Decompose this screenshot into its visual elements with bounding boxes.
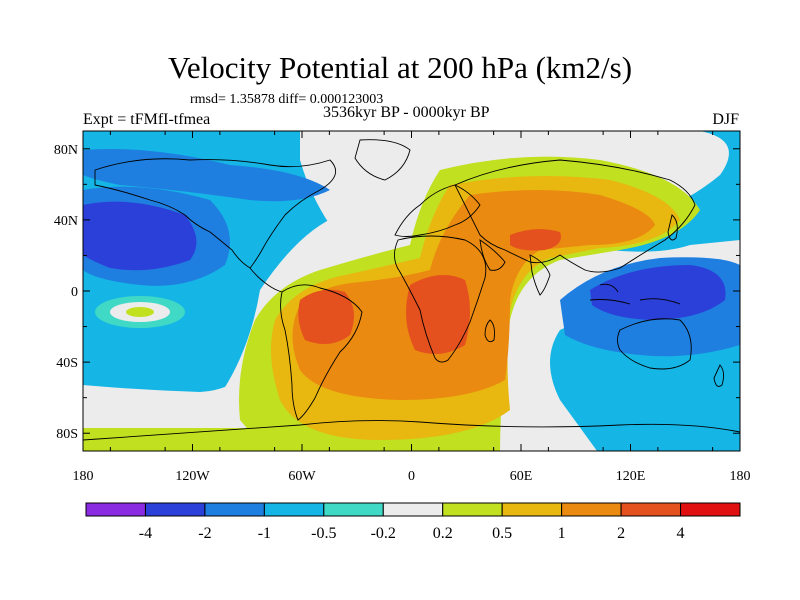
colorbar-swatch bbox=[144, 502, 206, 517]
coastline-antarctica bbox=[83, 420, 740, 441]
colorbar-swatch bbox=[620, 502, 682, 517]
field-near-zero-southwest bbox=[83, 365, 270, 430]
coastline-africa bbox=[394, 235, 487, 363]
coastline-australia bbox=[617, 318, 692, 370]
colorbar-label: 0.5 bbox=[492, 525, 512, 542]
x-tick-label: 60W bbox=[288, 469, 316, 484]
colorbar: -4 -2 -1 -0.5 -0.2 0.2 0.5 1 2 4 bbox=[85, 502, 741, 542]
coastline-north-america bbox=[94, 158, 337, 269]
field-deep-negative-pacific-core bbox=[83, 201, 197, 271]
colorbar-label: -0.5 bbox=[311, 525, 336, 542]
plot-title: Velocity Potential at 200 hPa (km2/s) bbox=[167, 50, 633, 85]
coastline-new-zealand bbox=[713, 364, 725, 387]
colorbar-swatch bbox=[263, 502, 325, 517]
y-tick-label: 0 bbox=[71, 285, 78, 300]
colorbar-swatch bbox=[501, 502, 563, 517]
colorbar-swatch bbox=[561, 502, 622, 517]
colorbar-swatch bbox=[382, 502, 444, 517]
colorbar-label: -1 bbox=[258, 525, 271, 542]
field-very-strong-positive-samerica bbox=[298, 289, 354, 344]
colorbar-swatch bbox=[85, 502, 146, 517]
colorbar-label: -2 bbox=[198, 525, 211, 542]
colorbar-swatch bbox=[323, 502, 384, 517]
season-label: DJF bbox=[712, 111, 739, 128]
rmsd-label: rmsd= 1.35878 diff= 0.000123003 bbox=[190, 92, 384, 107]
coastline-arabia bbox=[479, 239, 506, 271]
y-axis: 80N 40N 0 40S 80S bbox=[54, 143, 740, 442]
coastline-greenland bbox=[354, 139, 411, 181]
y-tick-label: 80S bbox=[56, 427, 78, 442]
x-tick-label: 180 bbox=[73, 469, 94, 484]
coastline-central-america bbox=[249, 267, 283, 293]
coastline-asia bbox=[454, 159, 696, 273]
colorbar-label: 2 bbox=[617, 525, 625, 542]
colorbar-label: 4 bbox=[677, 525, 685, 542]
colorbar-swatch bbox=[204, 502, 265, 517]
x-tick-label: 60E bbox=[510, 469, 533, 484]
coastline-south-america bbox=[280, 284, 363, 421]
x-axis: 180 120W 60W 0 60E 120E 180 bbox=[73, 131, 751, 484]
field-very-strong-positive-africa bbox=[406, 275, 470, 354]
period-label: 3536kyr BP - 0000kyr BP bbox=[323, 104, 490, 121]
y-tick-label: 80N bbox=[54, 143, 78, 158]
x-tick-label: 0 bbox=[408, 469, 415, 484]
experiment-label: Expt = tFMfI-tfmea bbox=[83, 111, 211, 128]
coastline-japan bbox=[667, 214, 678, 241]
colorbar-swatch bbox=[680, 502, 741, 517]
coastline-indonesia bbox=[589, 283, 681, 305]
x-tick-label: 120E bbox=[616, 469, 646, 484]
colorbar-label: 1 bbox=[558, 525, 566, 542]
coastline-europe bbox=[394, 184, 481, 237]
y-tick-label: 40N bbox=[54, 214, 78, 229]
coastline-madagascar bbox=[484, 319, 495, 343]
field-very-strong-positive-asia bbox=[510, 229, 561, 251]
coastlines bbox=[83, 139, 740, 441]
field-weak-positive-eastpac bbox=[126, 307, 154, 317]
field-weak-positive-south bbox=[83, 428, 279, 451]
colorbar-label: 0.2 bbox=[433, 525, 453, 542]
field-strong-positive bbox=[292, 190, 655, 400]
field-deep-negative-north-atlantic bbox=[83, 149, 330, 202]
x-tick-label: 180 bbox=[730, 469, 751, 484]
y-tick-label: 40S bbox=[56, 356, 78, 371]
colorbar-label: -0.2 bbox=[371, 525, 396, 542]
colorbar-label: -4 bbox=[139, 525, 152, 542]
contour-field bbox=[83, 131, 740, 451]
coastline-india bbox=[529, 254, 551, 296]
field-deep-negative-maritime-core bbox=[590, 265, 726, 320]
x-tick-label: 120W bbox=[175, 469, 210, 484]
colorbar-swatch bbox=[442, 502, 503, 517]
